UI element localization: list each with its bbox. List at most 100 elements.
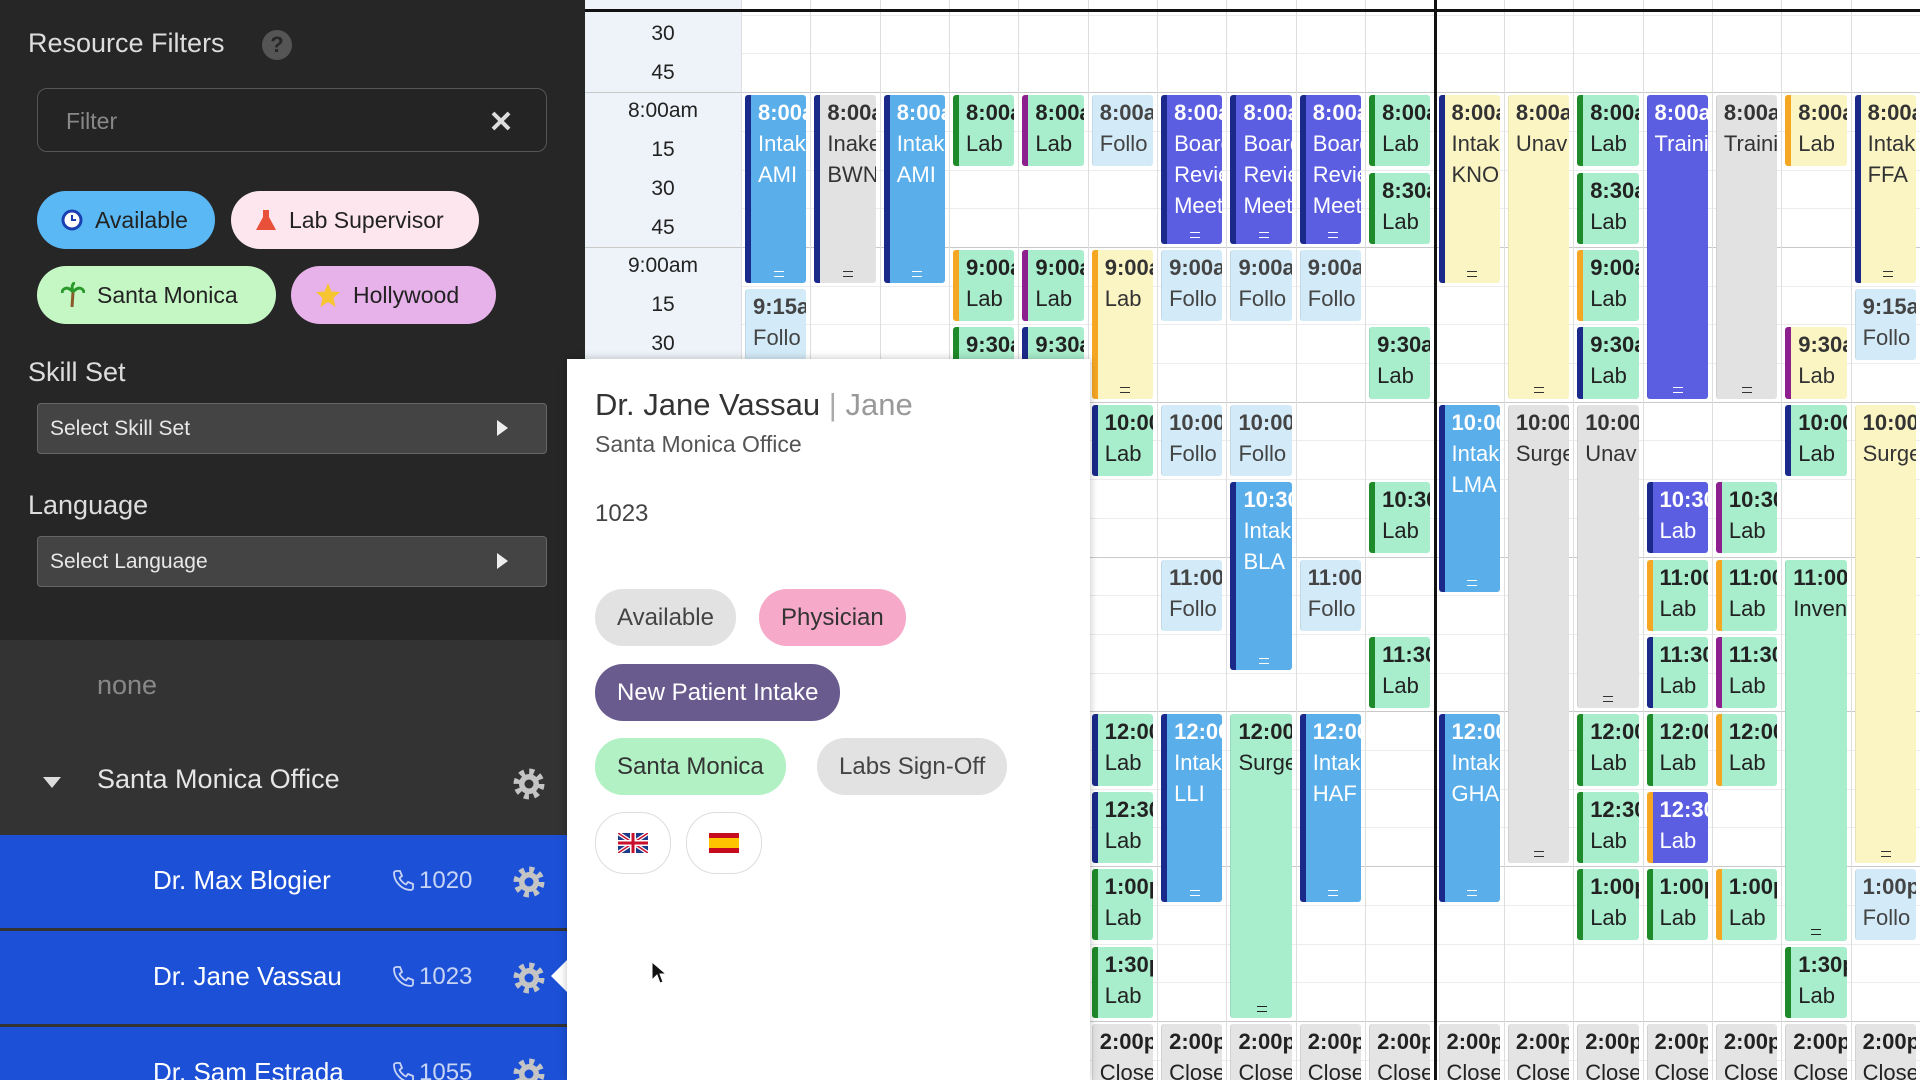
event[interactable]: 8:00a Board Revie Meet [1230,95,1292,244]
event[interactable]: 1:00p Lab [1091,869,1154,941]
event[interactable]: 9:00a Lab [1091,249,1154,399]
event[interactable]: 11:00 Lab [1715,559,1778,631]
event[interactable]: 2:00p Close [1507,1023,1570,1080]
event[interactable]: 12:00 Lab [1715,714,1778,786]
skill-select[interactable]: Select Skill Set [37,403,547,454]
event[interactable]: 9:00a Lab [1022,249,1084,322]
event[interactable]: 1:30p Lab [1785,946,1847,1018]
event[interactable]: 8:30a Lab [1577,172,1639,244]
chip[interactable]: Santa Monica [37,266,276,324]
event[interactable]: 12:30 Lab [1091,791,1154,864]
event[interactable]: 8:00a Unav [1507,95,1570,399]
event[interactable]: 8:00a Lab [1369,95,1431,167]
event[interactable]: 8:00a Board Revie Meet [1299,95,1362,244]
event[interactable]: 9:00a Lab [953,249,1015,322]
event[interactable]: 8:00a Inake BWN [814,95,876,283]
event[interactable]: 12:30 Lab [1577,791,1639,864]
gear-icon[interactable] [512,767,546,801]
chip[interactable]: Available [37,191,215,249]
event[interactable]: 11:30 Lab [1646,636,1708,709]
event[interactable]: 12:00 Intak HAF [1299,714,1362,902]
event[interactable]: 1:00p Lab [1577,869,1639,941]
event[interactable]: 2:00p Close [1091,1023,1154,1080]
event[interactable]: 2:00p Close [1646,1023,1708,1080]
event[interactable]: 10:00 Unav [1577,404,1639,709]
chip[interactable]: Hollywood [291,266,496,324]
language-select[interactable]: Select Language [37,536,547,587]
event[interactable]: 2:00p Close [1230,1023,1292,1080]
event[interactable]: 9:15a Follo [1854,288,1916,360]
event[interactable]: 8:00a Intak FFA [1854,95,1916,283]
event[interactable]: 8:00a Traini [1646,95,1708,399]
event[interactable]: 9:30a Lab [1369,327,1431,399]
event[interactable]: 9:00a Follo [1230,249,1292,322]
event[interactable]: 10:00 Surge [1507,404,1570,864]
event[interactable]: 12:00 Surge [1230,714,1292,1018]
clear-icon[interactable] [491,111,511,131]
event[interactable]: 2:00p Close [1854,1023,1916,1080]
flag-button[interactable] [595,812,671,874]
event[interactable]: 8:00a Lab [953,95,1015,167]
event[interactable]: 8:00a Board Revie Meet [1161,95,1223,244]
event[interactable]: 11:00 Lab [1646,559,1708,631]
caret[interactable] [43,777,61,789]
event[interactable]: 12:00 Intak LLI [1161,714,1223,902]
flag-button[interactable] [686,812,762,874]
resource-row[interactable]: Dr. Jane Vassau 1023 [0,931,567,1024]
event[interactable]: 1:00p Follo [1854,869,1916,941]
event[interactable]: 9:00a Lab [1577,249,1639,322]
event[interactable]: 12:00 Intak GHA [1438,714,1500,902]
group-name[interactable]: Santa Monica Office [97,764,340,794]
event[interactable]: 11:00 Follo [1161,559,1223,631]
event[interactable]: 2:00p Close [1785,1023,1847,1080]
resource-row[interactable]: Dr. Sam Estrada 1055 [0,1027,567,1080]
event[interactable]: 2:00p Close [1161,1023,1223,1080]
event[interactable]: 10:00 Follo [1161,404,1223,477]
help-icon[interactable]: ? [262,30,292,60]
event[interactable]: 10:00 Follo [1230,404,1292,477]
event[interactable]: 8:00a Intak AMI [745,95,807,283]
event[interactable]: 9:15a Follo [745,288,807,360]
event[interactable]: 10:00 Lab [1091,404,1154,477]
event[interactable]: 8:00a Lab [1022,95,1084,167]
event[interactable]: 10:30 Intak BLA [1230,482,1292,670]
gear-icon[interactable] [512,961,546,995]
event[interactable]: 8:00a Lab [1577,95,1639,167]
event[interactable]: 8:00a Intak KNO [1438,95,1500,283]
event[interactable]: 11:30 Lab [1369,636,1431,709]
event[interactable]: 9:30a Lab [1577,327,1639,399]
event[interactable]: 10:30 Lab [1369,482,1431,554]
filter-input[interactable]: Filter [37,88,547,152]
event[interactable]: 12:30 Lab [1646,791,1708,864]
event[interactable]: 10:30 Lab [1715,482,1778,554]
chip[interactable]: Lab Supervisor [231,191,479,249]
event[interactable]: 8:00a Lab [1785,95,1847,167]
gear-icon[interactable] [512,865,546,899]
event[interactable]: 10:00 Lab [1785,404,1847,477]
event[interactable]: 9:00a Follo [1161,249,1223,322]
event[interactable]: 2:00p Close [1369,1023,1431,1080]
event[interactable]: 12:00 Lab [1646,714,1708,786]
event[interactable]: 10:00 Intak LMA [1438,404,1500,593]
event[interactable]: 8:00a Intak AMI [883,95,946,283]
group-none[interactable]: none [97,670,158,700]
event[interactable]: 8:00a Traini [1715,95,1778,399]
event[interactable]: 11:00 Follo [1299,559,1362,631]
event[interactable]: 2:00p Close [1715,1023,1778,1080]
event[interactable]: 1:00p Lab [1646,869,1708,941]
event[interactable]: 11:00 Inven [1785,559,1847,941]
event[interactable]: 1:30p Lab [1091,946,1154,1018]
event[interactable]: 11:30 Lab [1715,636,1778,709]
event[interactable]: 8:00a Follo [1091,95,1154,167]
event[interactable]: 10:30 Lab [1646,482,1708,554]
event[interactable]: 1:00p Lab [1715,869,1778,941]
event[interactable]: 12:00 Lab [1091,714,1154,786]
event[interactable]: 2:00p Close [1438,1023,1500,1080]
event[interactable]: 2:00p Close [1299,1023,1362,1080]
gear-icon[interactable] [512,1057,546,1080]
event[interactable]: 2:00p Close [1577,1023,1639,1080]
event[interactable]: 12:00 Lab [1577,714,1639,786]
event[interactable]: 8:30a Lab [1369,172,1431,244]
resource-row[interactable]: Dr. Max Blogier 1020 [0,835,567,928]
event[interactable]: 9:30a Lab [1785,327,1847,399]
